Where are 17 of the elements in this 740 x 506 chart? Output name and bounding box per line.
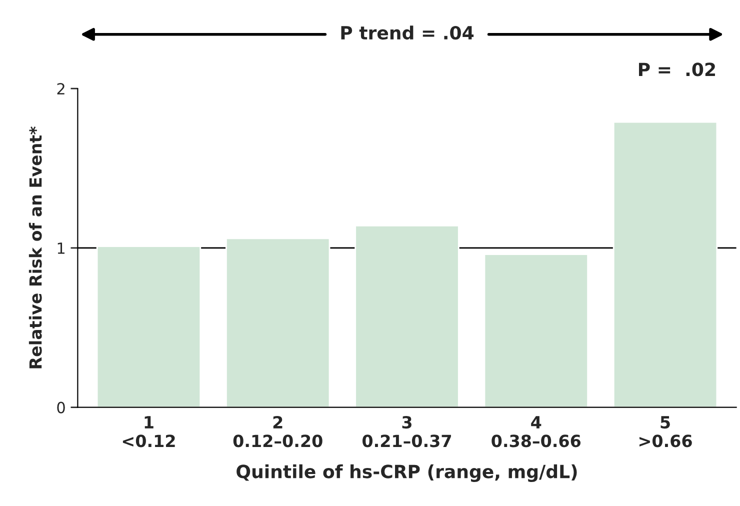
x-tick-label: 2 0.12–0.20 [233, 416, 322, 448]
bar [96, 246, 202, 408]
bar [484, 254, 588, 408]
x-tick-label: 3 0.21–0.37 [362, 416, 451, 448]
text: P trend = .04 [341, 26, 474, 40]
x-tick-label: 4 0.38–0.66 [492, 416, 581, 448]
bar [612, 121, 718, 408]
y-axis-title: Relative Risk of an Event* [28, 126, 42, 368]
bar [354, 224, 460, 408]
x-axis-title: Quintile of hs-CRP (range, mg/dL) [236, 464, 577, 482]
x-tick-label: 1 <0.12 [122, 416, 175, 448]
bar [226, 238, 330, 408]
x-tick-label: 5 >0.66 [639, 416, 692, 448]
y-tick-label: 0 [57, 402, 65, 414]
y-tick-label: 1 [58, 242, 64, 254]
text: P = .02 [638, 62, 715, 76]
y-tick-label: 2 [57, 83, 64, 94]
